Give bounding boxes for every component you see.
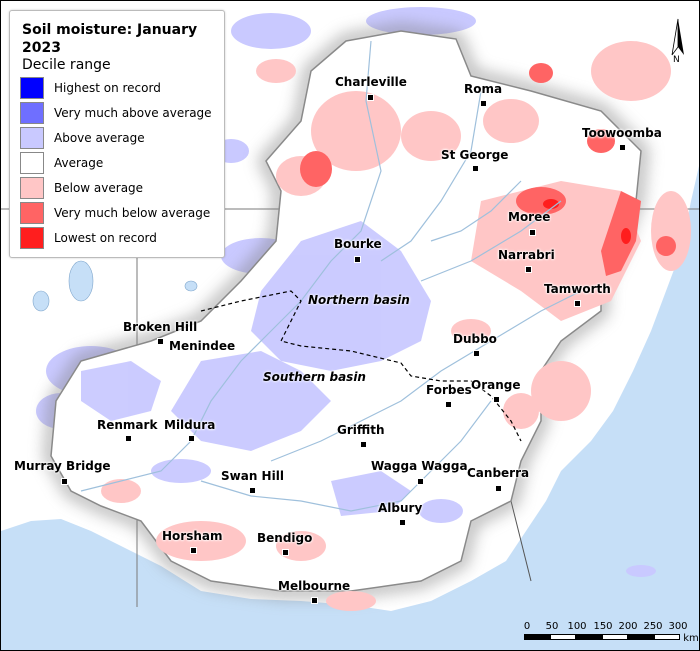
- very-much-below-average-patches: [300, 63, 676, 276]
- map-legend: Soil moisture: January 2023 Decile range…: [9, 10, 225, 258]
- town-label-roma: Roma: [464, 82, 503, 96]
- town-label-orange: Orange: [471, 378, 521, 392]
- town-marker: [473, 350, 480, 357]
- town-label-broken-hill: Broken Hill: [123, 320, 198, 334]
- scale-tick: 150: [593, 621, 613, 632]
- scale-tick: 200: [618, 621, 638, 632]
- town-label-griffith: Griffith: [337, 423, 385, 437]
- basin-label-northern: Northern basin: [308, 293, 410, 307]
- town-label-mildura: Mildura: [164, 418, 216, 432]
- rivers: [80, 40, 582, 512]
- town-marker: [619, 144, 626, 151]
- town-label-horsham: Horsham: [162, 529, 223, 543]
- town-marker: [529, 229, 536, 236]
- northern-southern-boundary: [200, 290, 522, 442]
- town-label-albury: Albury: [378, 501, 423, 515]
- basin-above-average: [81, 221, 463, 523]
- legend-label: Lowest on record: [54, 231, 157, 245]
- basin-label-southern: Southern basin: [263, 370, 366, 384]
- town-marker: [445, 401, 452, 408]
- town-label-tamworth: Tamworth: [544, 282, 611, 296]
- scale-tick: 250: [643, 621, 663, 632]
- town-label-renmark: Renmark: [97, 418, 158, 432]
- scale-segment: [576, 634, 602, 640]
- legend-swatch: [20, 77, 44, 99]
- scale-segment: [550, 634, 576, 640]
- town-marker: [495, 485, 502, 492]
- town-marker: [367, 94, 374, 101]
- town-label-st-george: St George: [441, 148, 509, 162]
- town-marker: [188, 435, 195, 442]
- town-label-menindee: Menindee: [169, 339, 236, 353]
- town-marker: [190, 547, 197, 554]
- town-marker: [125, 435, 132, 442]
- town-label-wagga-wagga: Wagga Wagga: [371, 459, 468, 473]
- town-label-moree: Moree: [508, 210, 551, 224]
- town-label-charleville: Charleville: [335, 75, 407, 89]
- legend-swatch: [20, 152, 44, 174]
- scale-tick: 0: [523, 621, 531, 632]
- scale-bar: 0 50 100 150 200 250 300 km: [521, 621, 699, 647]
- north-label: N: [673, 55, 680, 65]
- below-average-patches: [101, 41, 691, 611]
- legend-label: Average: [54, 156, 104, 170]
- town-label-bourke: Bourke: [334, 237, 382, 251]
- town-label-canberra: Canberra: [467, 466, 530, 480]
- town-marker: [525, 266, 532, 273]
- scale-segment: [602, 634, 628, 640]
- town-marker: [472, 165, 479, 172]
- legend-swatch: [20, 227, 44, 249]
- town-marker: [417, 478, 424, 485]
- legend-label: Highest on record: [54, 81, 161, 95]
- legend-subtitle: Decile range: [22, 57, 111, 73]
- legend-swatch: [20, 202, 44, 224]
- scale-segment: [654, 634, 680, 640]
- town-label-melbourne: Melbourne: [278, 579, 351, 593]
- scale-segment: [524, 634, 550, 640]
- town-marker: [360, 441, 367, 448]
- town-marker: [282, 549, 289, 556]
- scale-segment: [628, 634, 654, 640]
- legend-label: Above average: [54, 131, 145, 145]
- town-marker: [157, 338, 164, 345]
- town-label-swan-hill: Swan Hill: [221, 469, 284, 483]
- north-arrow-icon: [671, 18, 684, 56]
- legend-swatch: [20, 127, 44, 149]
- town-marker: [493, 396, 500, 403]
- lowest-on-record-patches: [543, 199, 631, 244]
- legend-label: Below average: [54, 181, 144, 195]
- scale-tick: 50: [545, 621, 559, 632]
- scale-unit: km: [683, 633, 699, 644]
- town-marker: [574, 300, 581, 307]
- legend-label: Very much above average: [54, 106, 212, 120]
- lakes: [32, 260, 198, 312]
- town-marker: [249, 487, 256, 494]
- town-label-narrabri: Narrabri: [498, 248, 555, 262]
- town-marker: [480, 100, 487, 107]
- legend-swatch: [20, 102, 44, 124]
- town-label-bendigo: Bendigo: [257, 531, 313, 545]
- scale-tick: 100: [567, 621, 587, 632]
- map-title: Soil moisture: January 2023: [22, 22, 198, 56]
- legend-label: Very much below average: [54, 206, 211, 220]
- north-arrow: N: [669, 17, 687, 67]
- town-marker: [354, 256, 361, 263]
- town-label-murray-bridge: Murray Bridge: [14, 459, 111, 473]
- town-marker: [311, 597, 318, 604]
- town-marker: [399, 519, 406, 526]
- scale-tick: 300: [668, 621, 688, 632]
- town-marker: [61, 478, 68, 485]
- town-label-dubbo: Dubbo: [453, 332, 497, 346]
- town-label-forbes: Forbes: [426, 383, 472, 397]
- town-label-toowoomba: Toowoomba: [582, 126, 662, 140]
- legend-swatch: [20, 177, 44, 199]
